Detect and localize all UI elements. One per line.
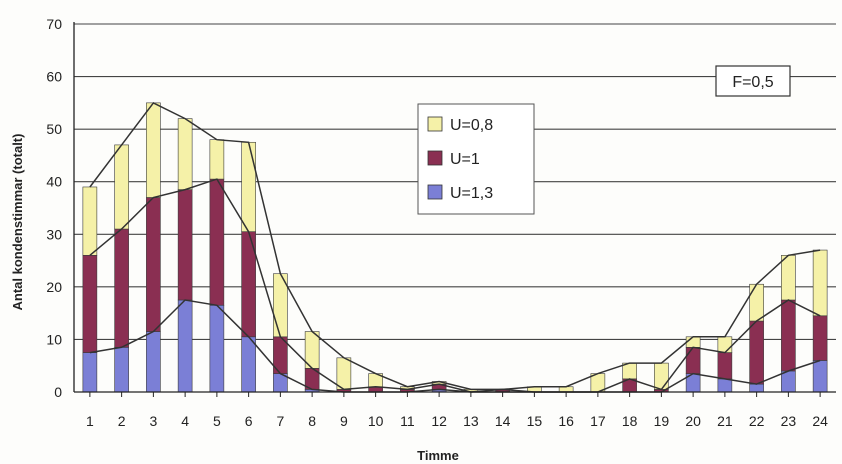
legend: U=0,8 U=1 U=1,3 [417,103,535,215]
bar-segment [146,331,161,393]
y-tick-label: 10 [46,331,62,347]
x-tick-label: 5 [213,413,221,429]
x-tick-label: 20 [685,413,701,429]
bar-segment [146,102,161,198]
bar-segment [209,304,225,393]
x-tick-label: 14 [495,413,511,429]
x-tick-label: 7 [276,413,284,429]
x-tick-label: 22 [749,413,765,429]
x-tick-label: 3 [149,413,157,429]
x-tick-label: 19 [654,413,670,429]
bar-segment [781,370,796,393]
y-tick-label: 0 [54,384,62,400]
y-tick-label: 50 [46,121,62,137]
x-tick-label: 10 [368,413,384,429]
legend-label: U=1 [450,151,480,168]
bar-segment [717,336,733,353]
x-tick-label: 12 [431,413,447,429]
x-axis-label: Timme [417,448,459,463]
bar-segment [749,383,764,393]
bar-segment [114,228,129,348]
series-outline [89,178,821,393]
bar-segment [654,362,669,390]
annotation-box: F=0,5 [715,65,791,97]
bar-segment [177,299,193,393]
x-tick-label: 18 [622,413,638,429]
bar-segment [685,347,701,374]
x-tick-label: 1 [86,413,94,429]
x-tick-label: 21 [717,413,733,429]
x-tick-label: 24 [812,413,828,429]
series-outlines [89,101,821,393]
bar-segment [749,283,764,322]
annotation-frame [715,65,791,97]
series-outline [89,299,821,393]
legend-label: U=0,8 [450,117,493,134]
x-tick-label: 13 [463,413,479,429]
bar-segment [146,197,161,332]
y-axis-label: Antal kondenstimmar (totalt) [10,134,25,311]
bar-segment [209,178,225,306]
series-outline [89,101,821,391]
y-tick-label: 30 [46,226,62,242]
bar-segment [717,378,733,393]
bar-segment [241,141,256,232]
x-tick-label: 16 [558,413,574,429]
bar-segment [82,352,98,393]
y-tick-label: 60 [46,69,62,85]
bar-segment [749,320,764,385]
legend-swatch [427,184,443,200]
legend-swatch [427,116,443,132]
x-tick-label: 15 [527,413,543,429]
x-tick-label: 9 [340,413,348,429]
bar-segment [336,357,352,390]
bar-segment [812,249,828,317]
bar-segment [241,336,256,393]
bar-segment [177,189,193,301]
x-tick-label: 6 [245,413,253,429]
y-tick-label: 40 [46,174,62,190]
legend-swatch [427,150,443,166]
bar-segment [812,360,828,393]
bar-segment [781,299,796,372]
bar-segment [781,255,796,301]
x-tick-label: 23 [781,413,797,429]
bar-segment [812,315,828,361]
annotation-text: F=0,5 [732,74,773,91]
legend-label: U=1,3 [450,185,493,202]
bar-segment [82,255,98,353]
x-tick-label: 4 [181,413,189,429]
bar-segment [114,347,129,393]
bar-segment [558,386,574,393]
bar-segment [177,118,193,190]
bar-segment [685,336,701,348]
y-tick-label: 70 [46,16,62,32]
x-tick-label: 11 [400,413,415,429]
bar-segment [717,352,733,380]
x-tick-label: 8 [308,413,316,429]
bar-segment [209,139,225,180]
x-tick-label: 17 [590,413,606,429]
y-tick-label: 20 [46,279,62,295]
bar-segment [114,144,129,230]
x-tick-label: 2 [118,413,126,429]
bar-segment [82,186,98,256]
